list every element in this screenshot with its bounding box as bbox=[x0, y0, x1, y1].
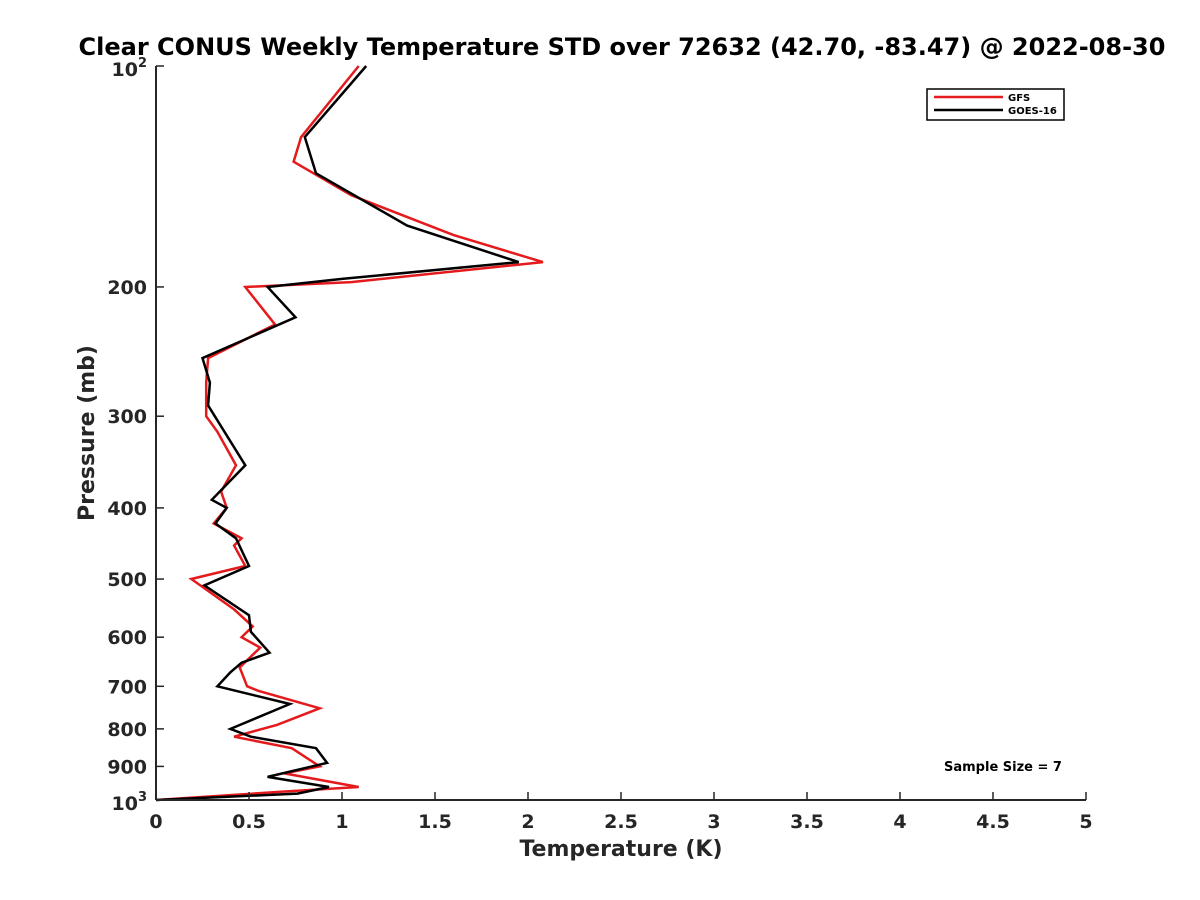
sample-size-annotation: Sample Size = 7 bbox=[944, 760, 1062, 775]
y-axis-ticks: 200 300 400 500 600 700 800 900 bbox=[107, 65, 164, 801]
x-tick-label: 0 bbox=[149, 811, 162, 833]
x-axis-ticks: 0 0.5 1 1.5 2 2.5 3 3.5 4 4.5 5 bbox=[149, 792, 1093, 833]
x-tick-label: 2 bbox=[521, 811, 534, 833]
x-tick-label: 4.5 bbox=[976, 811, 1010, 833]
x-axis-label: Temperature (K) bbox=[519, 837, 722, 862]
y-tick-label: 800 bbox=[107, 719, 147, 741]
chart-title: Clear CONUS Weekly Temperature STD over … bbox=[79, 33, 1166, 61]
x-tick-label: 5 bbox=[1079, 811, 1092, 833]
y-tick-label-top: 102 bbox=[112, 56, 148, 81]
y-tick-label: 400 bbox=[107, 498, 147, 520]
x-tick-label: 1 bbox=[335, 811, 348, 833]
y-tick-label: 900 bbox=[107, 756, 147, 778]
plot-lines bbox=[155, 65, 544, 802]
legend-box bbox=[926, 88, 1065, 121]
x-tick-label: 3.5 bbox=[790, 811, 824, 833]
x-tick-label: 0.5 bbox=[232, 811, 266, 833]
y-tick-label: 700 bbox=[107, 676, 147, 698]
x-tick-label: 4 bbox=[893, 811, 906, 833]
legend-label-gfs: GFS bbox=[1008, 93, 1030, 104]
x-tick-label: 3 bbox=[707, 811, 720, 833]
legend-label-goes16: GOES-16 bbox=[1008, 106, 1057, 117]
y-axis-label: Pressure (mb) bbox=[75, 345, 100, 521]
y-tick-label: 600 bbox=[107, 627, 147, 649]
y-tick-label: 500 bbox=[107, 569, 147, 591]
series-line-gfs bbox=[155, 65, 544, 802]
y-tick-label: 200 bbox=[107, 277, 147, 299]
x-tick-label: 1.5 bbox=[418, 811, 452, 833]
y-tick-label: 300 bbox=[107, 406, 147, 428]
x-tick-label: 2.5 bbox=[604, 811, 638, 833]
series-line-goes-16 bbox=[155, 65, 520, 802]
legend: GFS GOES-16 bbox=[926, 88, 1065, 121]
y-tick-label-bottom: 103 bbox=[112, 790, 148, 815]
